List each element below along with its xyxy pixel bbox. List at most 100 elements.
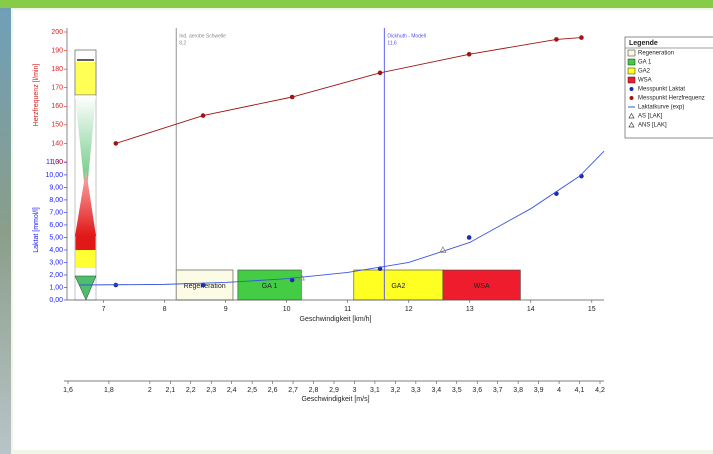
x2-tick-label: 2,9 [329,387,339,394]
x-tick-label: 9 [224,306,228,313]
zone [353,269,444,301]
y-tick-label: 1,00 [49,284,63,291]
side-photo [0,8,11,454]
x2-tick-label: 3,2 [391,387,401,394]
legend-label: Regeneration [638,51,674,57]
legend-label: Messpunkt Laktat [638,87,685,93]
y-tick-label: 8,00 [49,197,63,204]
y2-tick-label: 170 [51,85,63,92]
point [439,246,447,253]
legend-label: ANS [LAK] [638,123,667,129]
y-tick-label: 11,00 [46,159,63,166]
top-bar [0,0,713,8]
x-tick-label: 13 [466,306,474,313]
legend-swatch [629,87,634,91]
threshold-label: Dickhuth - Modell [387,33,426,39]
point [466,235,472,240]
legend-swatch [627,67,636,75]
x-tick-label: 11 [344,306,351,313]
legend-swatch [628,112,635,119]
y2-tick-label: 200 [51,29,63,36]
x2-tick-label: 2 [148,387,152,394]
x2-tick-label: 2,3 [206,387,216,394]
y2-axis-label: Herzfrequenz [l/min] [33,64,40,127]
series-line [79,150,605,286]
x2-tick-label: 4,1 [575,387,585,394]
x2-tick-label: 3,8 [513,387,523,394]
x2-tick-label: 3,7 [493,387,503,394]
legend-swatch [627,76,636,84]
legend-title: Legende [629,40,658,47]
y2-tick-label: 190 [51,47,63,54]
point [113,141,119,146]
y-tick-label: 7,00 [49,209,63,216]
y2-tick-label: 140 [51,140,63,147]
y-tick-label: 5,00 [49,234,63,241]
x2-tick-label: 3,4 [431,387,441,394]
zone-label: WSA [474,283,490,290]
x2-tick-label: 4,2 [595,387,605,394]
x2-tick-label: 3,3 [411,387,421,394]
legend: Legende Regeneration GA 1 GA2 WSA Messpunkt L… [624,36,713,139]
y-tick-label: 2,00 [49,272,63,279]
x2-tick-label: 2,2 [186,387,196,394]
y-tick-label: 6,00 [49,222,63,229]
x2-axis-label: Geschwindigkeit [m/s] [301,396,369,403]
x2-tick-label: 2,1 [165,387,175,394]
x2-tick-label: 2,6 [268,387,278,394]
y-tick-label: 10,00 [45,172,63,179]
legend-swatch [628,121,635,128]
x2-tick-label: 3,9 [534,387,544,394]
legend-label: GA 1 [638,60,652,66]
y2-tick-label: 180 [51,66,63,73]
x-tick-label: 8 [163,306,167,313]
x-tick-label: 12 [405,306,413,313]
x2-tick-label: 4 [557,387,561,394]
legend-swatch [627,49,636,57]
point [466,51,472,57]
point [200,113,206,118]
legend-label: AS [LAK] [638,114,663,120]
panel [13,10,713,450]
zone-label: GA2 [391,283,405,290]
legend-label: Laktatkurve (exp) [638,105,684,111]
threshold-value: 11,6 [387,40,397,46]
legend-swatch [627,58,636,66]
y-tick-label: 0,00 [49,297,63,304]
y2-tick-label: 130 [51,159,63,166]
y2-tick-label: 150 [51,122,63,129]
y-tick-label: 9,00 [49,184,63,191]
x-tick-label: 14 [527,306,535,313]
x-axis-label: Geschwindigkeit [km/h] [300,316,372,323]
x2-tick-label: 2,8 [309,387,319,394]
x-tick-label: 10 [283,306,291,313]
gauge [74,49,97,301]
x2-tick-label: 2,7 [288,387,298,394]
y2-tick-label: 160 [51,103,63,110]
y-tick-label: 3,00 [49,259,63,266]
point [200,282,206,288]
x2-tick-label: 2,5 [247,387,257,394]
threshold-label: Ind. aerobe Schwelle [179,33,226,39]
x-tick-label: 7 [102,306,106,313]
zone [442,269,521,301]
x2-tick-label: 1,6 [63,387,73,394]
y-tick-label: 4,00 [49,247,63,254]
threshold-value: 8,2 [179,40,186,46]
zone-label: GA 1 [262,283,278,290]
point [554,37,559,42]
legend-label: GA2 [638,69,651,75]
legend-label: Messpunkt Herzfrequenz [638,96,705,102]
point [289,277,295,283]
point [377,70,383,76]
x2-tick-label: 2,4 [227,387,237,394]
x2-tick-label: 3,6 [472,387,482,394]
x2-tick-label: 3 [353,387,357,394]
x-tick-label: 15 [588,306,596,313]
x2-tick-label: 3,5 [452,387,462,394]
point [289,94,295,100]
legend-swatch [629,96,634,100]
x2-tick-label: 3,1 [370,387,380,394]
point [579,35,584,40]
